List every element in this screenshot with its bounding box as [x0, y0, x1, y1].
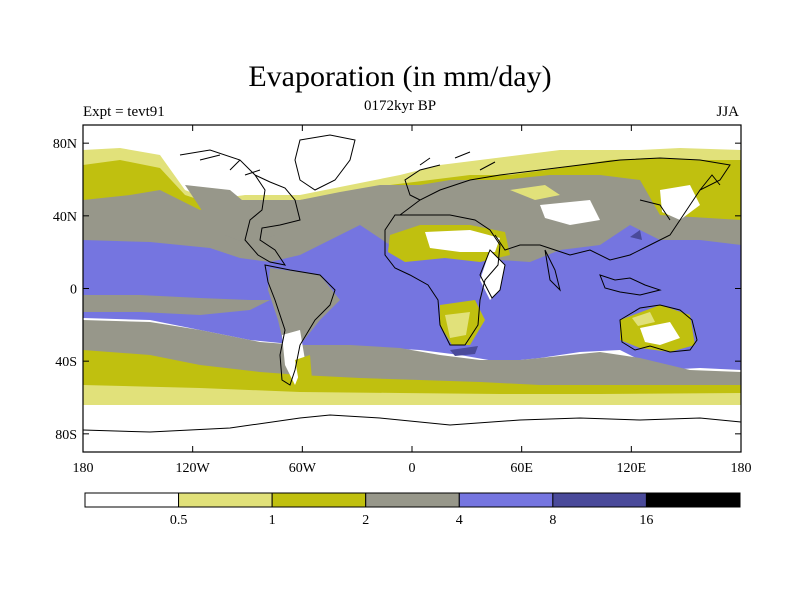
lon-tick-label: 60W	[289, 461, 317, 476]
lon-tick-label: 180	[731, 461, 752, 476]
colorbar-swatch	[458, 492, 554, 508]
south-america-gray	[268, 268, 340, 350]
lon-tick-label: 0	[409, 461, 416, 476]
pacific-gray-tongue	[83, 295, 270, 315]
latitude-axis: 80N 40N 0 40S 80S	[53, 137, 741, 443]
season-label: JJA	[716, 104, 739, 120]
southern-africa-pale	[445, 312, 470, 338]
tropical-blue-band	[83, 225, 741, 370]
central-asia-pale	[510, 185, 560, 200]
dark-blue-spot	[450, 346, 478, 356]
colorbar-swatch	[645, 492, 741, 508]
lon-tick-label: 60E	[510, 461, 533, 476]
lon-tick-label: 120W	[176, 461, 211, 476]
colorbar-label: 4	[456, 513, 463, 528]
colorbar-swatch	[271, 492, 367, 508]
plot-subtitle: 0172kyr BP	[363, 98, 437, 114]
colorbar-swatch	[365, 492, 460, 508]
experiment-label: Expt = tevt91	[83, 104, 165, 120]
sahara-core	[425, 230, 500, 252]
colorbar-label: 16	[639, 513, 653, 528]
colorbar-label: 0.5	[170, 513, 188, 528]
lat-tick-label: 0	[70, 283, 77, 298]
colorbar-swatch	[178, 492, 273, 508]
lon-tick-label: 180	[73, 461, 94, 476]
patagonia-olive	[295, 355, 312, 388]
lat-tick-label: 40S	[55, 355, 77, 370]
greenland-low	[260, 140, 350, 190]
colorbar-label: 8	[549, 513, 556, 528]
colorbar-label: 2	[362, 513, 369, 528]
colorbar: 0.5 1 2 4 8 16	[84, 492, 741, 528]
coastlines	[83, 134, 741, 433]
plot-title: Evaporation (in mm/day)	[248, 60, 552, 93]
lon-tick-label: 120E	[617, 461, 647, 476]
colorbar-swatch	[84, 492, 180, 508]
dark-blue-spot-2	[630, 230, 642, 240]
colorbar-label: 1	[269, 513, 276, 528]
central-asia-low	[540, 200, 600, 225]
longitude-axis: 180 120W 60W 0 60E 120E 180	[73, 125, 752, 476]
lat-tick-label: 80N	[53, 137, 77, 152]
sh-pale-band	[83, 385, 741, 405]
antarctica-low	[83, 405, 741, 452]
australia-pale	[632, 312, 655, 326]
arctic-canada-low	[175, 140, 270, 180]
lat-tick-label: 80S	[55, 428, 77, 443]
evaporation-map	[83, 125, 741, 452]
north-america-land-field	[185, 185, 275, 245]
lat-tick-label: 40N	[53, 210, 77, 225]
colorbar-swatch	[552, 492, 647, 508]
east-asia-pale	[660, 185, 700, 220]
australia-low	[640, 322, 680, 345]
sh-olive-band	[83, 350, 741, 400]
